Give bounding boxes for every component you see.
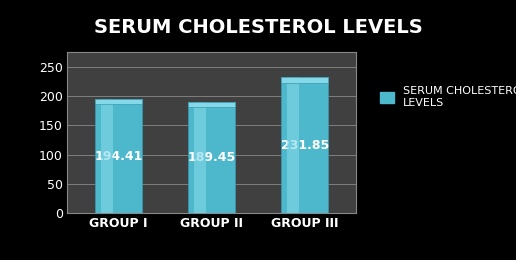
Text: 194.41: 194.41 [94,150,142,163]
Text: 231.85: 231.85 [281,139,329,152]
Bar [101,99,112,213]
Bar [188,102,235,213]
Text: SERUM CHOLESTEROL LEVELS: SERUM CHOLESTEROL LEVELS [93,18,423,37]
Text: 189.45: 189.45 [187,151,236,164]
Legend: SERUM CHOLESTEROL
LEVELS: SERUM CHOLESTEROL LEVELS [376,82,516,112]
Bar [95,99,142,213]
Bar [287,77,299,213]
Bar [281,77,328,83]
Bar [194,102,206,213]
Bar [95,99,142,104]
Bar [281,77,328,213]
Bar [188,102,235,107]
